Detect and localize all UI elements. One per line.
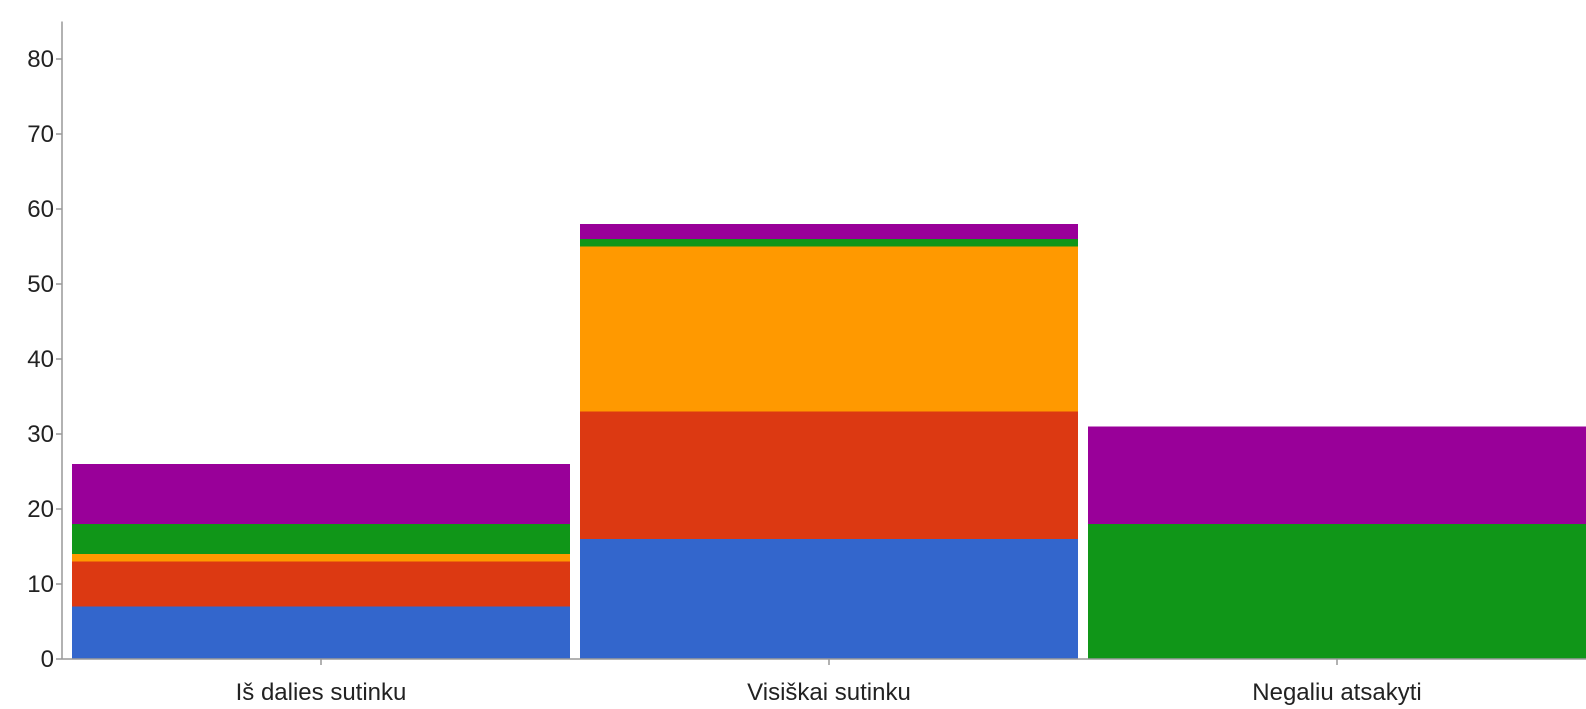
y-tick-label: 60 [27, 196, 54, 223]
y-tick-label: 10 [27, 571, 54, 598]
y-tick-label: 40 [27, 346, 54, 373]
y-tick-label: 20 [27, 496, 54, 523]
y-tick-label: 50 [27, 271, 54, 298]
y-tick-label: 80 [27, 46, 54, 73]
y-tick-label: 30 [27, 421, 54, 448]
y-tick-label: 0 [41, 646, 54, 673]
bar-segment[interactable] [72, 524, 570, 554]
bar-segment[interactable] [580, 224, 1078, 239]
x-category-label: Visiškai sutinku [747, 679, 911, 706]
bars-layer [72, 224, 1586, 659]
x-axis-ticks: Iš dalies sutinku Visiškai sutinku Negaliu… [236, 659, 1422, 706]
x-category-label: Negaliu atsakyti [1252, 679, 1421, 706]
bar-segment[interactable] [72, 606, 570, 660]
bar-segment[interactable] [1088, 426, 1586, 525]
bar-segment[interactable] [72, 554, 570, 562]
y-tick-label: 70 [27, 121, 54, 148]
bar-segment[interactable] [580, 411, 1078, 540]
x-category-label: Iš dalies sutinku [236, 679, 407, 706]
y-axis-ticks: 0 10 20 30 40 50 60 70 80 [27, 46, 62, 673]
bar-segment[interactable] [580, 239, 1078, 247]
bar-segment[interactable] [1088, 524, 1586, 659]
bar-segment[interactable] [72, 561, 570, 607]
bar-segment[interactable] [580, 246, 1078, 412]
bar-segment[interactable] [72, 464, 570, 524]
bar-segment[interactable] [580, 539, 1078, 659]
